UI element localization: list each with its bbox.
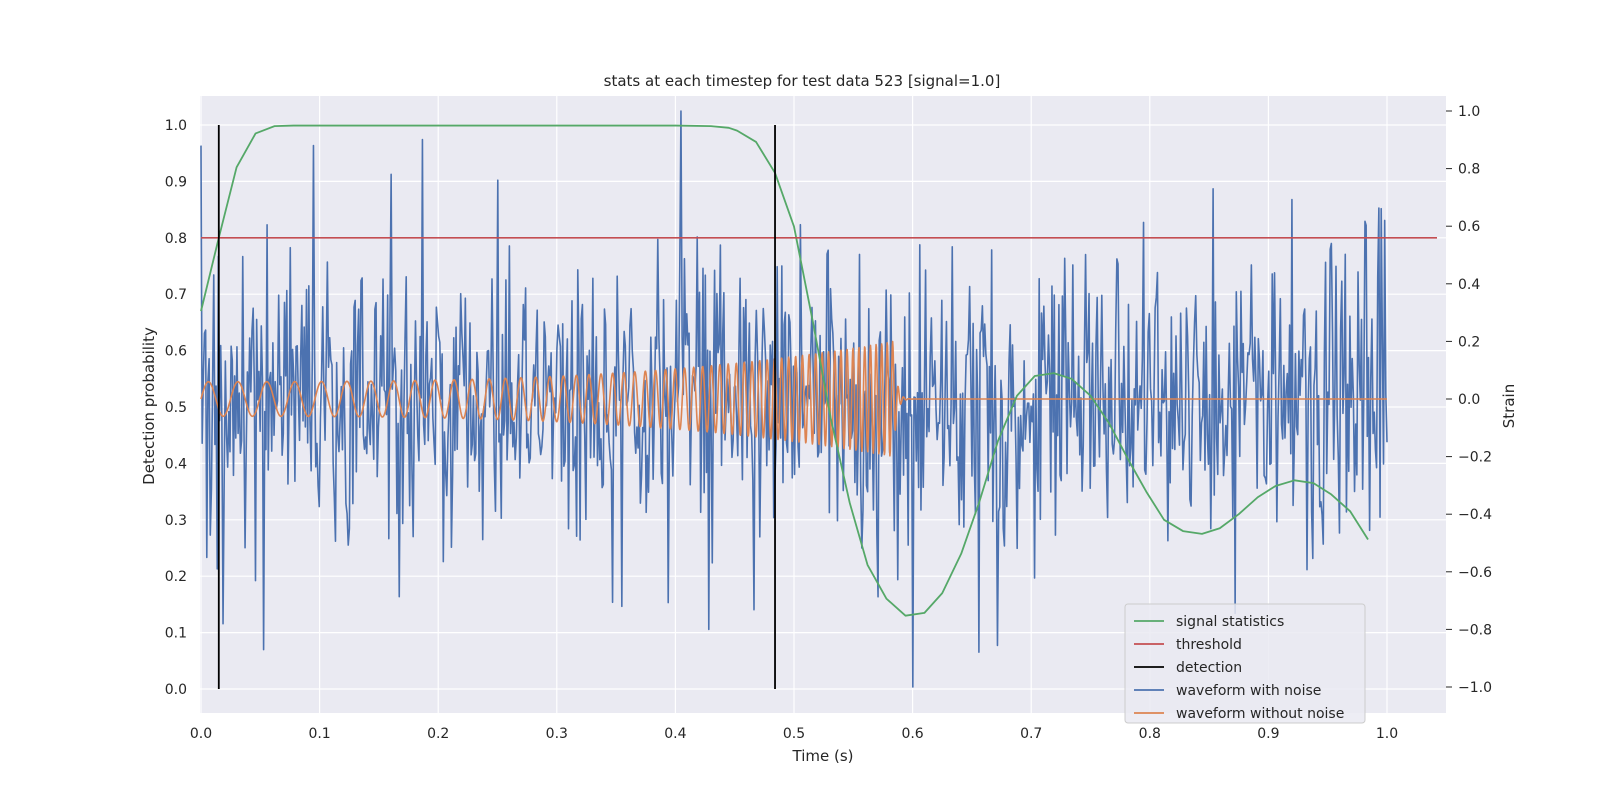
x-tick-label: 0.4: [664, 726, 686, 742]
y-tick-label: 0.9: [165, 174, 187, 190]
y2-tick-label: −0.6: [1458, 565, 1492, 581]
y2-tick-label: −0.2: [1458, 450, 1492, 466]
y2-tick-label: 0.8: [1458, 162, 1480, 178]
x-tick-label: 0.8: [1139, 726, 1161, 742]
y2-tick-label: 1.0: [1458, 104, 1480, 120]
x-tick-label: 0.3: [546, 726, 568, 742]
x-tick-label: 0.9: [1257, 726, 1279, 742]
legend-label: signal statistics: [1176, 614, 1284, 630]
y-tick-label: 0.3: [165, 513, 187, 529]
x-tick-label: 1.0: [1376, 726, 1398, 742]
x-tick-label: 0.5: [783, 726, 805, 742]
x-tick-label: 0.7: [1020, 726, 1042, 742]
y-tick-label: 0.8: [165, 231, 187, 247]
x-tick-label: 0.6: [901, 726, 923, 742]
y-tick-label: 0.2: [165, 569, 187, 585]
x-tick-label: 0.0: [190, 726, 212, 742]
legend: signal statistics threshold detection wavef…: [1124, 603, 1366, 724]
y-axis-title: Detection probability: [140, 327, 158, 485]
y-tick-label: 0.6: [165, 344, 187, 360]
y2-tick-label: 0.2: [1458, 334, 1480, 350]
y2-tick-label: −0.4: [1458, 507, 1492, 523]
x-tick-label: 0.2: [427, 726, 449, 742]
series-signal-statistics: [200, 124, 1369, 617]
y-tick-label: 0.0: [165, 682, 187, 698]
y-tick-label: 0.5: [165, 400, 187, 416]
chart-title: stats at each timestep for test data 523…: [604, 72, 1001, 90]
legend-label: detection: [1176, 660, 1242, 676]
x-axis-title: Time (s): [792, 747, 854, 765]
y2-tick-label: −0.8: [1458, 622, 1492, 638]
legend-box: [1124, 603, 1366, 724]
y2-tick-label: 0.4: [1458, 277, 1480, 293]
legend-label: waveform without noise: [1176, 706, 1344, 722]
y-tick-label: 0.1: [165, 626, 187, 642]
y2-axis-title: Strain: [1500, 384, 1518, 428]
series-layer: [200, 110, 1437, 689]
y2-tick-label: 0.0: [1458, 392, 1480, 408]
y-tick-label: 0.7: [165, 287, 187, 303]
x-tick-labels: 0.0 0.1 0.2 0.3 0.4 0.5 0.6 0.7 0.8 0.9 1.0: [190, 726, 1398, 742]
series-waveform-without-noise: [200, 340, 1388, 457]
x-tick-label: 0.1: [308, 726, 330, 742]
y2-tick-labels: −1.0 −0.8 −0.6 −0.4 −0.2 0.0 0.2 0.4 0.6 0.8 1.0: [1446, 104, 1492, 696]
legend-label: waveform with noise: [1176, 683, 1321, 699]
y-tick-label: 1.0: [165, 118, 187, 134]
legend-label: threshold: [1176, 637, 1242, 653]
y-tick-label: 0.4: [165, 456, 187, 472]
y-tick-labels: 0.0 0.1 0.2 0.3 0.4 0.5 0.6 0.7 0.8 0.9 1.0: [165, 118, 187, 698]
y2-tick-label: 0.6: [1458, 219, 1480, 235]
y2-tick-label: −1.0: [1458, 680, 1492, 696]
